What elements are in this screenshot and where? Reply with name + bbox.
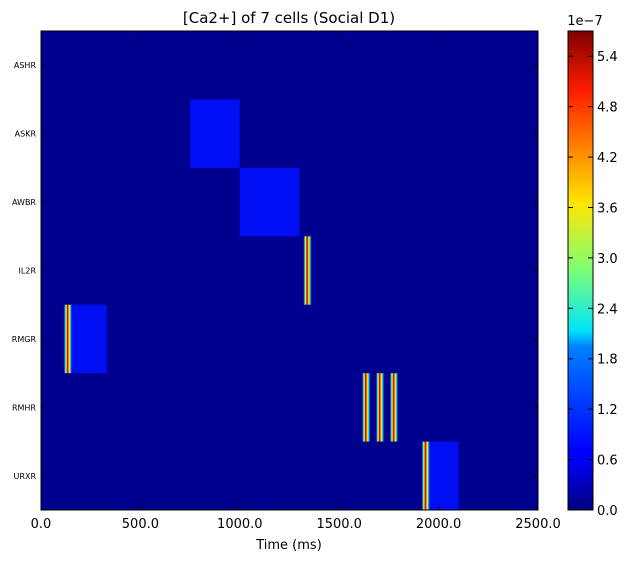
spike-rmhr-3 [375, 373, 384, 442]
decay-region-rmgr [67, 304, 107, 374]
colorbar-tick-label: 3.6 [597, 201, 618, 216]
colorbar-tick-label: 0.6 [597, 454, 618, 469]
cell-label-ashr: ASHR [14, 61, 37, 70]
x-tick-label: 2500.0 [515, 517, 561, 532]
spike-rmhr-4 [389, 373, 398, 442]
colorbar-gradient [567, 30, 594, 511]
plot-background [41, 31, 538, 510]
decay-region-awbr [239, 167, 300, 237]
colorbar-tick-label: 4.2 [597, 151, 618, 166]
colorbar-tick-label: 2.4 [597, 302, 618, 317]
colorbar: 1e−7 0.0 0.6 1.2 1.8 2.4 3.0 3.6 4.2 4.8 5.4 [567, 14, 617, 519]
spike-urxr-5 [421, 441, 430, 510]
cell-label-askr: ASKR [15, 130, 37, 139]
plot-area: 0.0 500.0 1000.0 1500.0 2000.0 2500.0 ASHR ASK… [12, 30, 561, 532]
x-tick-label: 0.0 [31, 517, 52, 532]
cell-label-il2r: IL2R [19, 267, 37, 276]
spike-il2r-0 [303, 236, 312, 305]
colorbar-tick-label: 3.0 [597, 252, 618, 267]
spike-rmhr-2 [362, 373, 371, 442]
cell-label-awbr: AWBR [12, 198, 36, 207]
colorbar-tick-label: 1.8 [597, 353, 618, 368]
colorbar-tick-label: 0.0 [597, 504, 618, 519]
cell-label-rmhr: RMHR [12, 403, 36, 412]
spike-rmgr-1 [63, 304, 72, 374]
cell-label-rmgr: RMGR [12, 335, 37, 344]
colorbar-tick-label: 1.2 [597, 403, 618, 418]
chart-title: [Ca2+] of 7 cells (Social D1) [183, 9, 395, 27]
decay-region-askr [190, 99, 240, 168]
colorbar-tick-label: 5.4 [597, 50, 618, 65]
colorbar-tick-label: 4.8 [597, 101, 618, 116]
x-tick-label: 500.0 [122, 517, 159, 532]
decay-region-urxr [425, 441, 459, 510]
cell-label-urxr: URXR [14, 472, 37, 481]
x-tick-label: 1500.0 [316, 517, 362, 532]
x-tick-label: 2000.0 [416, 517, 462, 532]
x-tick-label: 1000.0 [217, 517, 263, 532]
x-axis-label: Time (ms) [255, 538, 322, 553]
colorbar-exponent-label: 1e−7 [567, 14, 602, 29]
